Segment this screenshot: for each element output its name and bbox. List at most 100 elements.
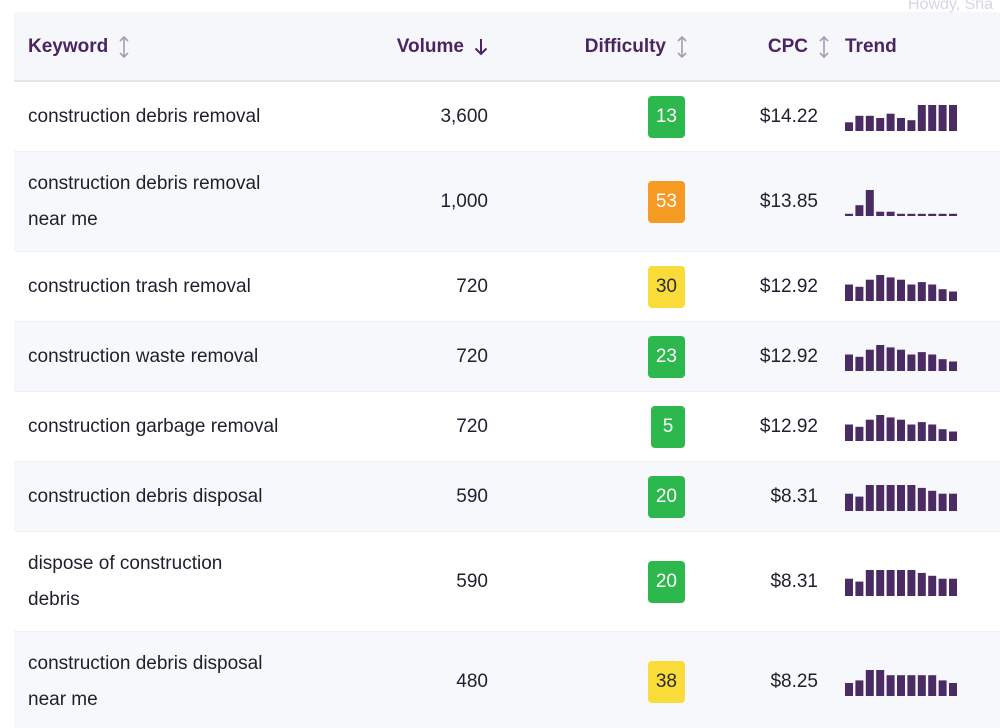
- trend-bar: [907, 674, 916, 696]
- table-row[interactable]: construction trash removal 720 30 $12.92: [14, 252, 1000, 322]
- trend-bar: [938, 493, 947, 511]
- keyword-line: construction trash removal: [28, 275, 251, 297]
- trend-bar: [917, 674, 926, 696]
- trend-bar: [928, 490, 937, 511]
- trend-bar: [876, 344, 885, 371]
- keyword-text: construction waste removal: [28, 339, 258, 375]
- table-row[interactable]: dispose of construction debris 590 20 $8.31: [14, 532, 1000, 632]
- trend-bar: [876, 117, 885, 131]
- keyword-cell[interactable]: construction trash removal: [28, 252, 318, 321]
- trend-bar: [876, 669, 885, 696]
- cpc-cell: $8.31: [770, 570, 818, 592]
- trend-bar: [897, 484, 905, 511]
- keyword-cell[interactable]: construction debris disposal: [28, 462, 318, 531]
- trend-bar: [907, 484, 916, 511]
- trend-bar: [917, 421, 926, 441]
- trend-bar: [886, 211, 895, 216]
- column-header-trend: Trend: [845, 12, 897, 82]
- keyword-cell[interactable]: construction debris removal near me: [28, 152, 318, 251]
- keyword-cell[interactable]: dispose of construction debris: [28, 532, 318, 631]
- trend-bar: [949, 361, 957, 371]
- difficulty-cell: 23: [647, 322, 685, 391]
- difficulty-badge: 38: [647, 660, 685, 703]
- keyword-text: dispose of construction debris: [28, 546, 222, 618]
- difficulty-badge: 13: [647, 95, 685, 138]
- trend-sparkline: [845, 414, 957, 441]
- trend-bar: [855, 679, 864, 696]
- trend-bar: [938, 428, 947, 441]
- keyword-line: construction debris removal: [28, 105, 261, 127]
- difficulty-cell: 13: [647, 82, 685, 151]
- trend-bar: [928, 284, 937, 301]
- table-body: construction debris removal 3,600 13 $14.22…: [14, 82, 1000, 728]
- column-header-keyword[interactable]: Keyword: [28, 12, 130, 82]
- trend-bar: [938, 288, 947, 301]
- trend-bar: [938, 358, 947, 371]
- trend-bar: [855, 204, 864, 216]
- trend-bar: [886, 569, 895, 596]
- trend-bar: [876, 211, 885, 216]
- keyword-text: construction debris removal: [28, 99, 260, 135]
- table-row[interactable]: construction debris disposal near me 480 38…: [14, 632, 1000, 728]
- cpc-cell: $13.85: [759, 190, 818, 212]
- trend-bar: [949, 431, 957, 441]
- trend-bar: [845, 121, 853, 131]
- volume-cell: 480: [456, 670, 488, 692]
- trend-bar: [907, 424, 916, 441]
- sort-descending-icon[interactable]: [474, 38, 488, 56]
- table-row[interactable]: construction debris disposal 590 20 $8.31: [14, 462, 1000, 532]
- trend-sparkline: [845, 669, 957, 696]
- trend-cell: [845, 462, 957, 531]
- keyword-cell[interactable]: construction debris disposal near me: [28, 632, 318, 728]
- trend-bar: [886, 484, 895, 511]
- table-row[interactable]: construction debris removal near me 1,000 5…: [14, 152, 1000, 252]
- sort-both-icon[interactable]: [676, 36, 688, 58]
- trend-sparkline: [845, 344, 957, 371]
- column-header-volume[interactable]: Volume: [397, 12, 488, 82]
- trend-bar: [917, 104, 926, 131]
- sort-both-icon[interactable]: [118, 36, 130, 58]
- trend-sparkline: [845, 569, 957, 596]
- table-row[interactable]: construction waste removal 720 23 $12.92: [14, 322, 1000, 392]
- keyword-cell[interactable]: construction debris removal: [28, 82, 318, 151]
- keyword-line: construction debris disposal: [28, 652, 263, 674]
- trend-cell: [845, 632, 957, 728]
- keyword-line: construction debris disposal: [28, 485, 263, 507]
- table-row[interactable]: construction debris removal 3,600 13 $14.22: [14, 82, 1000, 152]
- trend-bar: [845, 493, 853, 511]
- trend-bar: [865, 115, 874, 131]
- table-row[interactable]: construction garbage removal 720 5 $12.92: [14, 392, 1000, 462]
- trend-sparkline: [845, 189, 957, 216]
- header-greeting[interactable]: Howdy, Sha: [908, 0, 994, 13]
- cpc-cell: $12.92: [759, 275, 818, 297]
- trend-bar: [949, 291, 957, 301]
- trend-bar: [949, 682, 957, 696]
- keyword-text: construction debris disposal near me: [28, 646, 262, 718]
- trend-bar: [907, 284, 916, 301]
- sort-both-icon[interactable]: [818, 36, 830, 58]
- keyword-cell[interactable]: construction waste removal: [28, 322, 318, 391]
- trend-bar: [886, 346, 895, 371]
- cpc-cell: $8.25: [770, 670, 818, 692]
- difficulty-badge: 53: [647, 180, 685, 223]
- trend-bar: [907, 569, 916, 596]
- keyword-line: near me: [28, 688, 98, 710]
- trend-bar: [865, 189, 874, 216]
- trend-cell: [845, 392, 957, 461]
- trend-bar: [876, 569, 885, 596]
- trend-cell: [845, 532, 957, 631]
- trend-bar: [845, 284, 853, 301]
- trend-bar: [845, 354, 853, 371]
- trend-bar: [938, 578, 947, 596]
- keyword-text: construction debris disposal: [28, 479, 262, 515]
- cpc-cell: $14.22: [759, 105, 818, 127]
- column-header-cpc[interactable]: CPC: [768, 12, 830, 82]
- cpc-cell: $12.92: [759, 415, 818, 437]
- trend-bar: [886, 113, 895, 131]
- trend-bar: [917, 351, 926, 371]
- trend-bar: [938, 104, 947, 131]
- volume-cell: 1,000: [440, 190, 488, 212]
- difficulty-cell: 20: [647, 462, 685, 531]
- keyword-cell[interactable]: construction garbage removal: [28, 392, 318, 461]
- column-header-difficulty[interactable]: Difficulty: [585, 12, 688, 82]
